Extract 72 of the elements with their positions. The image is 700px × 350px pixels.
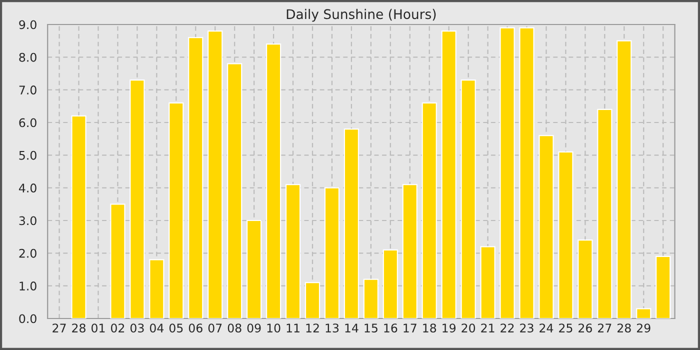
bar xyxy=(246,220,262,318)
x-tick-label: 10 xyxy=(267,324,280,332)
x-tick-label: 08 xyxy=(228,324,242,332)
x-tick-label: 12 xyxy=(306,324,319,332)
x-tick-label: 02 xyxy=(110,324,124,332)
x-tick-label: 11 xyxy=(286,324,300,332)
x-tick-label: 22 xyxy=(500,324,514,332)
bar xyxy=(227,63,242,318)
bar xyxy=(266,44,282,318)
bar xyxy=(71,115,86,318)
bar xyxy=(149,259,164,318)
x-tick-label: 05 xyxy=(169,324,183,332)
y-tick-label: 5.0 xyxy=(19,150,36,160)
y-tick-label: 1.0 xyxy=(20,282,36,290)
bar xyxy=(304,282,320,318)
x-tick-label: 29 xyxy=(636,324,650,332)
y-tick-label: 4.0 xyxy=(18,184,36,192)
bar xyxy=(500,27,515,318)
x-tick-label: 26 xyxy=(578,324,592,332)
x-tick-label: 19 xyxy=(442,324,456,332)
x-tick-label: 17 xyxy=(404,324,416,332)
bar xyxy=(344,128,360,318)
x-tick-label: 28 xyxy=(618,324,631,332)
chart-title: Daily Sunshine (Hours) xyxy=(286,8,436,22)
x-tick-label: 24 xyxy=(540,324,554,332)
x-tick-label: 13 xyxy=(326,324,339,332)
x-tick-label: 09 xyxy=(247,324,261,332)
bar xyxy=(519,27,534,318)
x-tick-label: 18 xyxy=(423,324,436,332)
y-tick-label: 8.0 xyxy=(19,52,36,62)
x-tick-label: 04 xyxy=(150,324,164,332)
bar xyxy=(402,184,418,318)
y-tick-label: 6.0 xyxy=(19,118,36,128)
bar xyxy=(110,204,126,318)
x-tick-label: 21 xyxy=(481,324,494,332)
x-tick-label: 01 xyxy=(92,324,105,332)
x-tick-label: 20 xyxy=(462,324,476,332)
x-tick-label: 28 xyxy=(72,324,86,332)
bar xyxy=(382,249,398,318)
bar xyxy=(363,278,379,318)
y-tick-label: 3.0 xyxy=(19,216,36,226)
x-tick-label: 25 xyxy=(559,324,572,332)
bar xyxy=(558,151,574,318)
bar xyxy=(656,256,671,318)
bar xyxy=(324,187,340,318)
bar xyxy=(597,108,612,318)
bar xyxy=(460,79,476,318)
bar xyxy=(636,308,652,318)
bar xyxy=(188,37,204,318)
x-tick-label: 23 xyxy=(520,324,534,332)
y-tick-label: 7.0 xyxy=(19,86,36,94)
bar xyxy=(130,79,145,318)
bar xyxy=(616,40,632,318)
x-tick-label: 07 xyxy=(208,324,222,332)
bar xyxy=(578,240,593,318)
x-tick-label: 16 xyxy=(384,324,398,332)
bar xyxy=(422,102,437,318)
bar xyxy=(538,135,554,318)
bar xyxy=(480,246,496,318)
bar xyxy=(208,30,223,318)
x-tick-label: 14 xyxy=(345,324,358,332)
x-tick-label: 06 xyxy=(188,324,202,332)
x-tick-label: 27 xyxy=(598,324,612,332)
x-tick-label: 15 xyxy=(364,324,378,332)
y-tick-label: 9.0 xyxy=(19,20,36,30)
x-tick-label: 03 xyxy=(130,324,144,332)
bar xyxy=(168,102,184,318)
y-tick-label: 2.0 xyxy=(19,248,36,258)
bar xyxy=(441,30,456,318)
y-tick-label: 0.0 xyxy=(19,314,36,324)
bar xyxy=(285,184,301,318)
x-tick-label: 27 xyxy=(52,324,66,332)
